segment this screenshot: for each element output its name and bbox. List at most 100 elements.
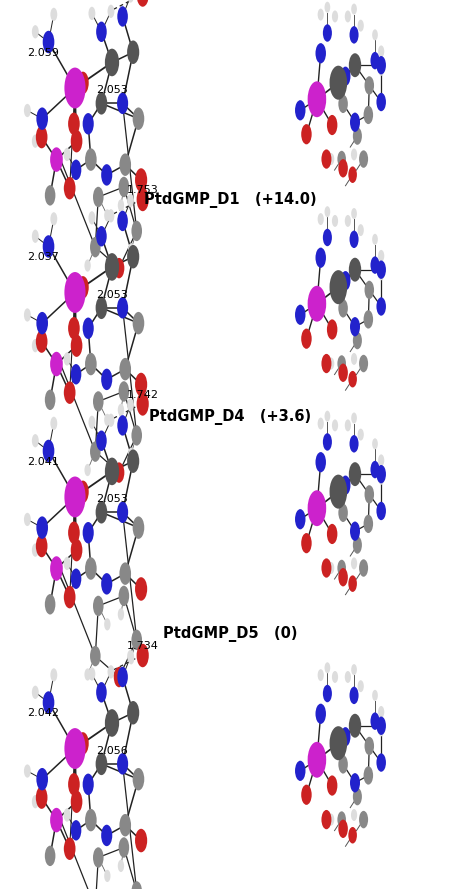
Circle shape	[118, 608, 124, 621]
Circle shape	[377, 268, 383, 280]
Circle shape	[135, 372, 147, 396]
Circle shape	[317, 9, 323, 20]
Circle shape	[338, 299, 347, 317]
Circle shape	[64, 177, 75, 199]
Circle shape	[322, 685, 331, 702]
Circle shape	[50, 808, 63, 832]
Circle shape	[336, 151, 345, 167]
Circle shape	[24, 308, 31, 322]
Circle shape	[50, 557, 63, 581]
Circle shape	[90, 442, 101, 462]
Circle shape	[350, 148, 356, 160]
Circle shape	[375, 297, 385, 316]
Circle shape	[321, 149, 331, 169]
Circle shape	[324, 2, 330, 12]
Circle shape	[36, 126, 47, 148]
Circle shape	[77, 481, 89, 503]
Circle shape	[43, 692, 54, 714]
Circle shape	[364, 281, 373, 299]
Circle shape	[84, 464, 90, 477]
Circle shape	[119, 154, 131, 176]
Circle shape	[101, 573, 112, 595]
Circle shape	[357, 224, 363, 236]
Circle shape	[327, 357, 334, 370]
Circle shape	[336, 812, 345, 828]
Circle shape	[101, 825, 112, 846]
Circle shape	[118, 381, 129, 402]
Circle shape	[107, 4, 114, 18]
Circle shape	[95, 297, 107, 319]
Circle shape	[50, 417, 57, 430]
Circle shape	[77, 72, 89, 94]
Circle shape	[326, 319, 336, 340]
Circle shape	[32, 795, 39, 808]
Circle shape	[348, 714, 360, 738]
Circle shape	[107, 665, 114, 678]
Circle shape	[118, 837, 129, 858]
Circle shape	[90, 646, 101, 667]
Circle shape	[136, 392, 148, 416]
Circle shape	[104, 618, 110, 630]
Circle shape	[64, 586, 75, 608]
Circle shape	[331, 11, 337, 22]
Circle shape	[329, 475, 347, 509]
Circle shape	[95, 753, 107, 775]
Circle shape	[338, 820, 347, 838]
Circle shape	[32, 134, 39, 148]
Circle shape	[105, 49, 119, 76]
Circle shape	[68, 113, 79, 135]
Circle shape	[93, 847, 103, 868]
Circle shape	[117, 297, 128, 318]
Circle shape	[135, 829, 147, 853]
Circle shape	[331, 671, 337, 683]
Circle shape	[322, 433, 331, 451]
Circle shape	[36, 535, 47, 557]
Circle shape	[315, 44, 325, 63]
Circle shape	[375, 717, 385, 735]
Circle shape	[326, 115, 336, 135]
Circle shape	[85, 557, 96, 580]
Circle shape	[77, 276, 89, 299]
Circle shape	[127, 245, 139, 268]
Circle shape	[350, 412, 356, 423]
Circle shape	[347, 166, 356, 183]
Circle shape	[84, 260, 90, 272]
Circle shape	[321, 558, 331, 578]
Circle shape	[117, 92, 128, 114]
Circle shape	[64, 68, 85, 108]
Circle shape	[350, 353, 356, 364]
Circle shape	[127, 194, 134, 207]
Circle shape	[329, 726, 347, 760]
Circle shape	[135, 168, 147, 192]
Circle shape	[349, 113, 359, 132]
Circle shape	[344, 215, 350, 227]
Circle shape	[348, 258, 360, 282]
Circle shape	[128, 244, 134, 255]
Circle shape	[321, 810, 331, 829]
Text: PtdGMP_D1   (+14.0): PtdGMP_D1 (+14.0)	[143, 193, 316, 208]
Circle shape	[350, 4, 356, 14]
Circle shape	[36, 768, 48, 790]
Circle shape	[375, 92, 385, 111]
Circle shape	[340, 727, 350, 747]
Circle shape	[322, 228, 331, 246]
Circle shape	[369, 256, 379, 274]
Circle shape	[352, 536, 361, 554]
Circle shape	[349, 317, 359, 336]
Circle shape	[83, 317, 94, 339]
Circle shape	[63, 557, 70, 570]
Circle shape	[301, 124, 311, 144]
Circle shape	[315, 704, 325, 724]
Circle shape	[118, 404, 124, 416]
Circle shape	[118, 199, 124, 212]
Circle shape	[338, 94, 347, 113]
Circle shape	[77, 733, 89, 755]
Circle shape	[127, 450, 139, 473]
Circle shape	[32, 25, 39, 38]
Circle shape	[71, 790, 82, 813]
Circle shape	[338, 568, 347, 587]
Circle shape	[357, 20, 363, 32]
Circle shape	[96, 226, 106, 246]
Circle shape	[349, 773, 359, 792]
Circle shape	[352, 332, 361, 349]
